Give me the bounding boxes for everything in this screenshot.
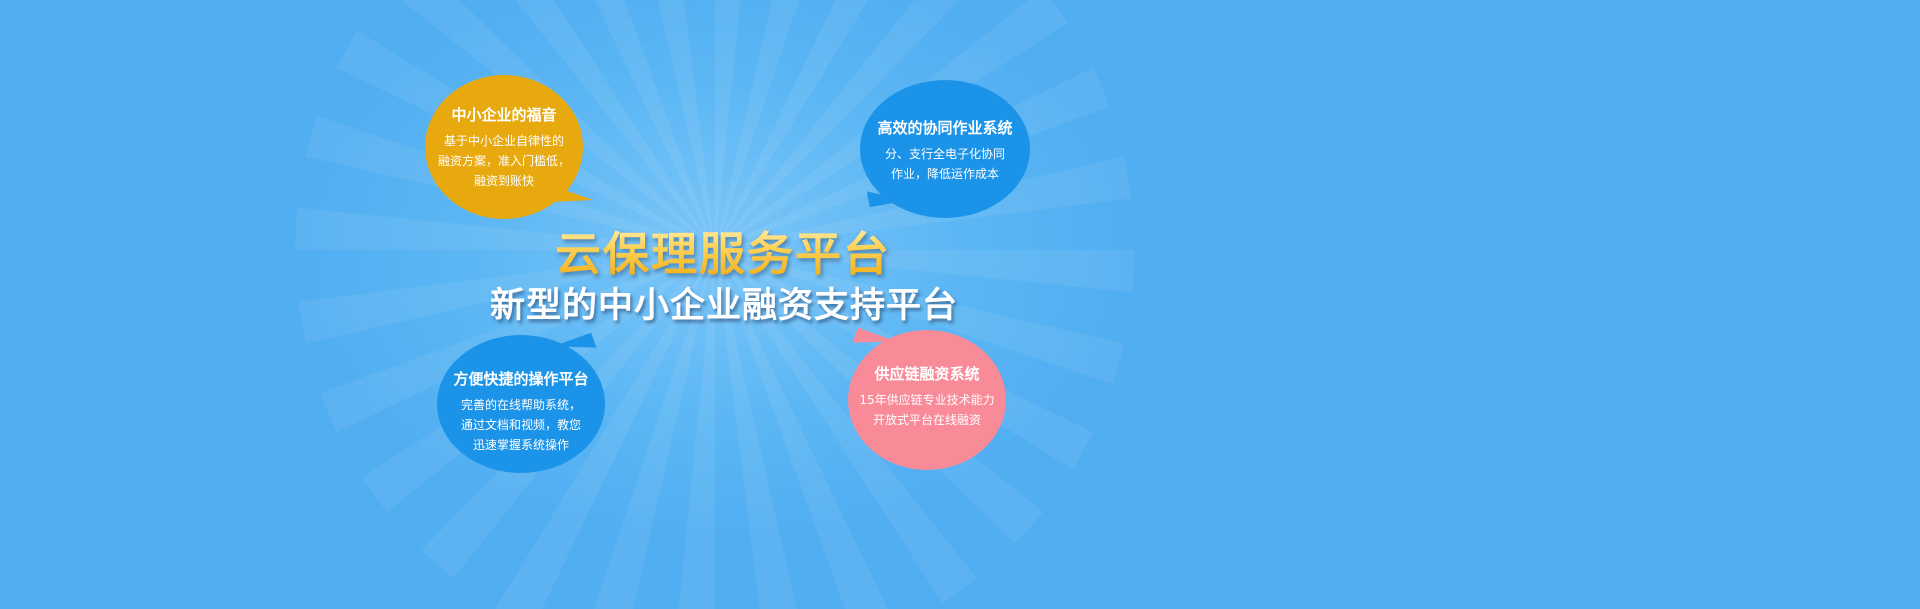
bubble-line: 融资方案，准入门槛低， (437, 154, 570, 168)
bubble-line: 迅速掌握系统操作 (472, 438, 569, 452)
bubble-description: 完善的在线帮助系统， 通过文档和视频，教您 迅速掌握系统操作 (437, 395, 605, 455)
sunburst-ray (715, 0, 960, 250)
bubble-line: 15年供应链专业技术能力 (859, 393, 995, 407)
bubble-description: 分、支行全电子化协同 作业，降低运作成本 (860, 144, 1030, 184)
banner-subheadline: 新型的中小企业融资支持平台 (490, 286, 959, 326)
sunburst-ray (715, 250, 1125, 385)
bubble-title: 中小企业的福音 (451, 106, 557, 124)
sunburst-ray (715, 250, 888, 609)
sunburst-ray (298, 250, 715, 344)
bubble-description: 15年供应链专业技术能力 开放式平台在线融资 (848, 390, 1006, 430)
sunburst-ray (715, 250, 797, 609)
banner-headline: 云保理服务平台 (555, 218, 915, 284)
sunburst-ray (715, 250, 977, 604)
bubble-line: 开放式平台在线融资 (872, 413, 981, 427)
bubble-title: 方便快捷的操作平台 (453, 370, 589, 388)
sunburst-ray (678, 250, 715, 609)
bubble-operation-platform: 方便快捷的操作平台 完善的在线帮助系统， 通过文档和视频，教您 迅速掌握系统操作 (437, 332, 605, 473)
bubble-supply-chain-finance: 供应链融资系统 15年供应链专业技术能力 开放式平台在线融资 (848, 327, 1006, 470)
bubble-line: 基于中小企业自律性的 (443, 134, 564, 148)
bubble-line: 通过文档和视频，教您 (460, 418, 581, 432)
bubble-line: 完善的在线帮助系统， (460, 398, 581, 412)
sunburst-ray (657, 0, 715, 250)
sunburst-ray (515, 0, 715, 250)
sunburst-ray (715, 250, 1135, 293)
sunburst-ray (295, 207, 715, 250)
sunburst-ray (401, 0, 715, 250)
bubble-sme-benefits: 中小企业的福音 基于中小企业自律性的 融资方案，准入门槛低， 融资到账快 (425, 75, 593, 219)
sunburst-ray (594, 0, 715, 250)
bubble-line: 作业，降低运作成本 (890, 167, 999, 181)
bubble-line: 分、支行全电子化协同 (884, 147, 1005, 161)
sunburst-ray (715, 0, 800, 250)
bubble-collaboration-system: 高效的协同作业系统 分、支行全电子化协同 作业，降低运作成本 (860, 80, 1030, 218)
bubble-description: 基于中小企业自律性的 融资方案，准入门槛低， 融资到账快 (425, 131, 583, 191)
bubble-line: 融资到账快 (473, 174, 534, 188)
sunburst-ray (495, 250, 715, 609)
bubble-title: 供应链融资系统 (874, 365, 980, 383)
sunburst-ray (715, 0, 869, 250)
sunburst-ray (593, 250, 715, 609)
bubble-title: 高效的协同作业系统 (877, 119, 1013, 137)
sunburst-ray (715, 0, 741, 250)
